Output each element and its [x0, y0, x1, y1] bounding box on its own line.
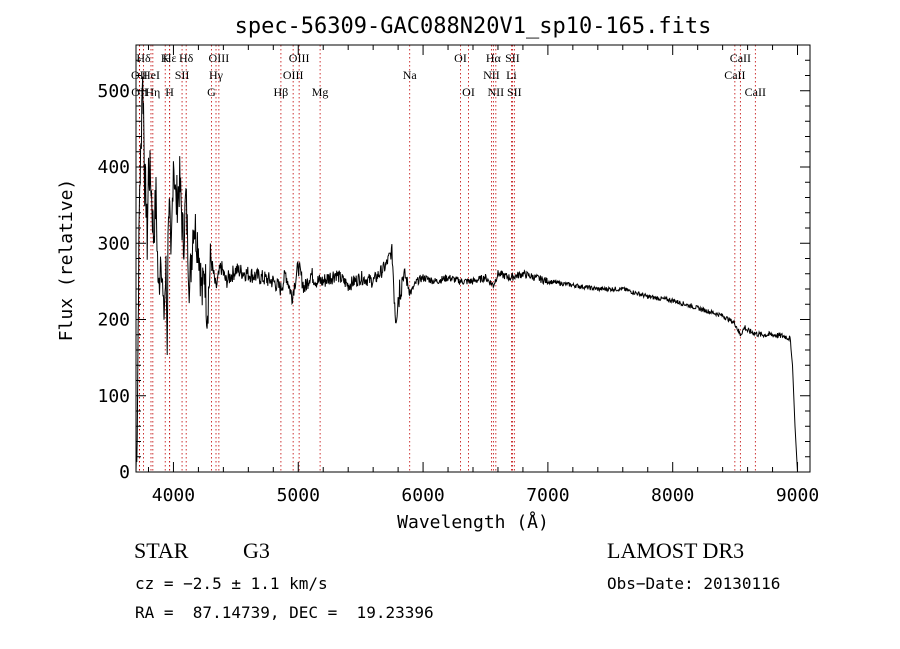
line-marker-label: SII [507, 85, 522, 99]
line-marker-label: SII [175, 68, 190, 82]
y-axis-ticks: 0 100 200 300 400 500 [97, 59, 810, 483]
line-marker-label: NII [488, 85, 505, 99]
x-tick-label: 7000 [526, 485, 569, 506]
y-tick-label: 300 [97, 233, 130, 254]
y-axis-label: Flux (relative) [56, 179, 77, 342]
line-marker-label: Hγ [209, 68, 224, 82]
survey-name: LAMOST DR3 [607, 538, 745, 563]
line-marker-label: OIII [289, 51, 310, 65]
x-axis-label: Wavelength (Å) [397, 511, 549, 533]
line-marker-label: OI [454, 51, 467, 65]
x-tick-label: 9000 [776, 485, 819, 506]
line-marker-label: Hδ [136, 51, 151, 65]
line-marker-label: OII [131, 85, 148, 99]
line-marker-label: H [165, 85, 174, 99]
observation-date: Obs−Date: 20130116 [607, 574, 781, 593]
line-marker-label: OI [462, 85, 475, 99]
y-tick-label: 400 [97, 157, 130, 178]
line-marker-lines [138, 45, 756, 472]
x-axis-ticks: 4000 5000 6000 7000 8000 9000 [147, 45, 819, 506]
line-marker-label: SII [505, 51, 520, 65]
line-marker-label: G [207, 85, 216, 99]
line-marker-label: NII [483, 68, 500, 82]
x-tick-label: 6000 [401, 485, 444, 506]
spectrum-line [135, 76, 798, 473]
line-marker-label: Hα [486, 51, 502, 65]
line-marker-label: Mg [312, 85, 329, 99]
line-marker-label: OIII [209, 51, 230, 65]
line-marker-label: CaII [745, 85, 766, 99]
line-marker-label: Na [403, 68, 418, 82]
y-tick-label: 500 [97, 81, 130, 102]
x-tick-label: 4000 [152, 485, 195, 506]
y-tick-label: 100 [97, 386, 130, 407]
line-marker-label: K [161, 51, 170, 65]
line-marker-label: CaII [724, 68, 745, 82]
redshift-cz: cz = −2.5 ± 1.1 km/s [135, 574, 328, 593]
line-marker-label: OIII [283, 68, 304, 82]
line-marker-label: Hδ [179, 51, 194, 65]
line-marker-label: CaII [730, 51, 751, 65]
line-marker-label: Hη [145, 85, 160, 99]
chart-title: spec-56309-GAC088N20V1_sp10-165.fits [235, 14, 712, 39]
y-tick-label: 200 [97, 310, 130, 331]
x-tick-label: 8000 [651, 485, 694, 506]
line-marker-label: Li [506, 68, 517, 82]
object-class: STAR [134, 538, 189, 563]
line-marker-label: HeI [142, 68, 160, 82]
x-tick-label: 5000 [277, 485, 320, 506]
coordinates: RA = 87.14739, DEC = 19.23396 [135, 603, 434, 622]
object-subclass: G3 [243, 538, 270, 563]
plot-frame [135, 44, 811, 473]
line-marker-label: Hβ [274, 85, 289, 99]
y-tick-label: 0 [119, 462, 130, 483]
